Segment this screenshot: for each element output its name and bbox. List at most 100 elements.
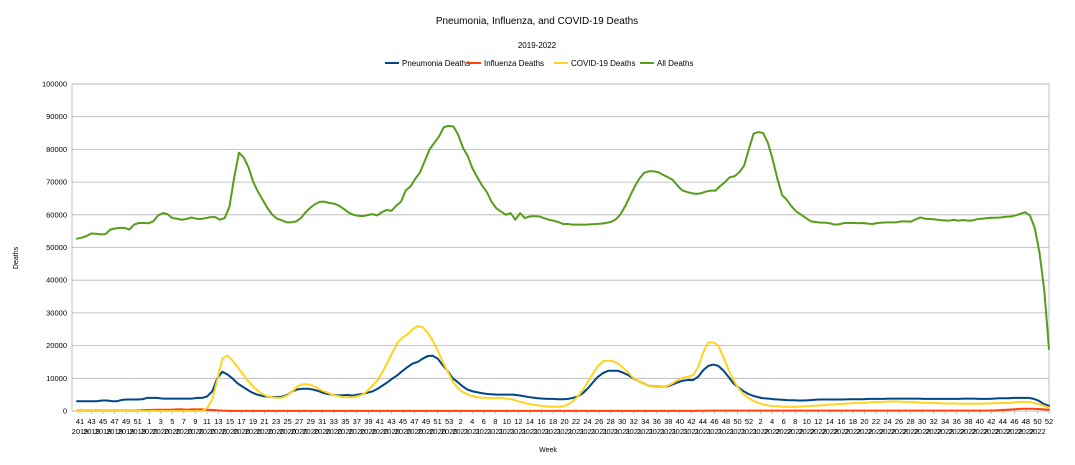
series-group bbox=[76, 124, 1050, 412]
y-tick-label: 80000 bbox=[46, 145, 67, 154]
y-tick-label: 100000 bbox=[42, 80, 67, 89]
x-tick-week-label: 45 bbox=[399, 417, 407, 426]
x-tick-year-label: 2021 bbox=[602, 427, 619, 436]
x-tick-week-label: 44 bbox=[999, 417, 1007, 426]
y-tick-label: 40000 bbox=[46, 276, 67, 285]
x-tick-year-label: 2022 bbox=[971, 427, 988, 436]
x-tick-week-label: 48 bbox=[1022, 417, 1030, 426]
x-tick-week-label: 49 bbox=[122, 417, 130, 426]
x-tick-week-label: 7 bbox=[182, 417, 186, 426]
all-deaths-legend-label: All Deaths bbox=[657, 59, 693, 68]
x-tick-year-label: 2022 bbox=[914, 427, 931, 436]
x-tick-week-label: 12 bbox=[814, 417, 822, 426]
x-tick-week-label: 49 bbox=[422, 417, 430, 426]
x-tick-week-label: 40 bbox=[676, 417, 684, 426]
x-tick-year-label: 2020 bbox=[314, 427, 331, 436]
x-tick-year-label: 2020 bbox=[222, 427, 239, 436]
x-tick-week-label: 17 bbox=[237, 417, 245, 426]
x-tick-year-label: 2022 bbox=[879, 427, 896, 436]
y-tick-label: 50000 bbox=[46, 243, 67, 252]
chart-subtitle: 2019-2022 bbox=[518, 41, 557, 50]
x-tick-week-label: 15 bbox=[226, 417, 234, 426]
x-tick-year-label: 2022 bbox=[1018, 427, 1035, 436]
x-tick-week-label: 35 bbox=[341, 417, 349, 426]
y-axis-ticks: 0 10000 20000 30000 40000 50000 60000 70000 8000… bbox=[42, 80, 67, 416]
x-tick-year-label: 2021 bbox=[718, 427, 735, 436]
x-tick-year-label: 2021 bbox=[452, 427, 469, 436]
x-tick-week-label: 13 bbox=[214, 417, 222, 426]
x-tick-week-label: 48 bbox=[722, 417, 730, 426]
x-tick-week-label: 52 bbox=[745, 417, 753, 426]
x-tick-week-label: 18 bbox=[549, 417, 557, 426]
x-tick-year-label: 2021 bbox=[648, 427, 665, 436]
pneumonia-deaths-legend-label: Pneumonia Deaths bbox=[402, 59, 470, 68]
x-tick-year-label: 2020 bbox=[187, 427, 204, 436]
x-tick-week-label: 2 bbox=[759, 417, 763, 426]
x-tick-week-label: 24 bbox=[883, 417, 891, 426]
x-tick-year-label: 2022 bbox=[833, 427, 850, 436]
x-tick-week-label: 8 bbox=[793, 417, 797, 426]
x-tick-year-label: 2022 bbox=[868, 427, 885, 436]
x-tick-year-label: 2021 bbox=[741, 427, 758, 436]
x-tick-year-label: 2021 bbox=[625, 427, 642, 436]
x-axis-label: Week bbox=[539, 447, 557, 454]
x-tick-year-label: 2020 bbox=[279, 427, 296, 436]
x-tick-year-label: 2020 bbox=[395, 427, 412, 436]
x-tick-week-label: 38 bbox=[964, 417, 972, 426]
x-tick-year-label: 2022 bbox=[798, 427, 815, 436]
y-tick-label: 30000 bbox=[46, 308, 67, 317]
x-tick-year-label: 2022 bbox=[902, 427, 919, 436]
x-tick-year-label: 2021 bbox=[556, 427, 573, 436]
x-tick-week-label: 3 bbox=[159, 417, 163, 426]
x-tick-week-label: 42 bbox=[687, 417, 695, 426]
x-tick-year-label: 2022 bbox=[1006, 427, 1023, 436]
x-tick-year-label: 2020 bbox=[164, 427, 181, 436]
x-tick-year-label: 2020 bbox=[302, 427, 319, 436]
x-tick-week-label: 41 bbox=[376, 417, 384, 426]
x-tick-year-label: 2022 bbox=[925, 427, 942, 436]
x-tick-week-label: 47 bbox=[110, 417, 118, 426]
x-tick-year-label: 2020 bbox=[441, 427, 458, 436]
x-tick-week-label: 30 bbox=[618, 417, 626, 426]
x-tick-year-label: 2021 bbox=[464, 427, 481, 436]
x-tick-year-label: 2021 bbox=[591, 427, 608, 436]
x-tick-week-label: 10 bbox=[803, 417, 811, 426]
x-tick-week-label: 43 bbox=[387, 417, 395, 426]
x-tick-week-label: 36 bbox=[953, 417, 961, 426]
x-tick-year-label: 2020 bbox=[337, 427, 354, 436]
x-tick-week-label: 32 bbox=[929, 417, 937, 426]
x-tick-year-label: 2021 bbox=[695, 427, 712, 436]
x-tick-year-label: 2021 bbox=[568, 427, 585, 436]
x-tick-week-label: 39 bbox=[364, 417, 372, 426]
x-tick-year-label: 2021 bbox=[498, 427, 515, 436]
x-tick-year-label: 2022 bbox=[821, 427, 838, 436]
x-tick-week-label: 10 bbox=[503, 417, 511, 426]
x-tick-year-label: 2021 bbox=[614, 427, 631, 436]
x-tick-week-label: 41 bbox=[76, 417, 84, 426]
x-tick-week-label: 46 bbox=[1010, 417, 1018, 426]
influenza-deaths-series-line bbox=[76, 407, 1050, 412]
x-tick-year-label: 2020 bbox=[406, 427, 423, 436]
x-tick-year-label: 2020 bbox=[175, 427, 192, 436]
x-tick-year-label: 2019 bbox=[118, 427, 135, 436]
x-tick-week-label: 31 bbox=[318, 417, 326, 426]
x-tick-year-label: 2022 bbox=[810, 427, 827, 436]
x-tick-week-label: 51 bbox=[134, 417, 142, 426]
x-tick-year-label: 2021 bbox=[533, 427, 550, 436]
grid-lines bbox=[71, 83, 1050, 412]
x-tick-year-label: 2021 bbox=[487, 427, 504, 436]
x-tick-week-label: 2 bbox=[459, 417, 463, 426]
x-tick-year-label: 2021 bbox=[510, 427, 527, 436]
x-tick-week-label: 51 bbox=[433, 417, 441, 426]
pneumonia-deaths-series-line bbox=[76, 354, 1050, 407]
x-tick-year-label: 2020 bbox=[210, 427, 227, 436]
x-tick-week-label: 33 bbox=[330, 417, 338, 426]
x-tick-week-label: 25 bbox=[283, 417, 291, 426]
x-tick-year-label: 2020 bbox=[245, 427, 262, 436]
x-tick-week-label: 18 bbox=[849, 417, 857, 426]
x-tick-week-label: 1 bbox=[147, 417, 151, 426]
x-tick-year-label: 2019 bbox=[72, 427, 89, 436]
x-tick-week-label: 26 bbox=[895, 417, 903, 426]
x-tick-year-label: 2022 bbox=[891, 427, 908, 436]
x-tick-week-label: 28 bbox=[606, 417, 614, 426]
